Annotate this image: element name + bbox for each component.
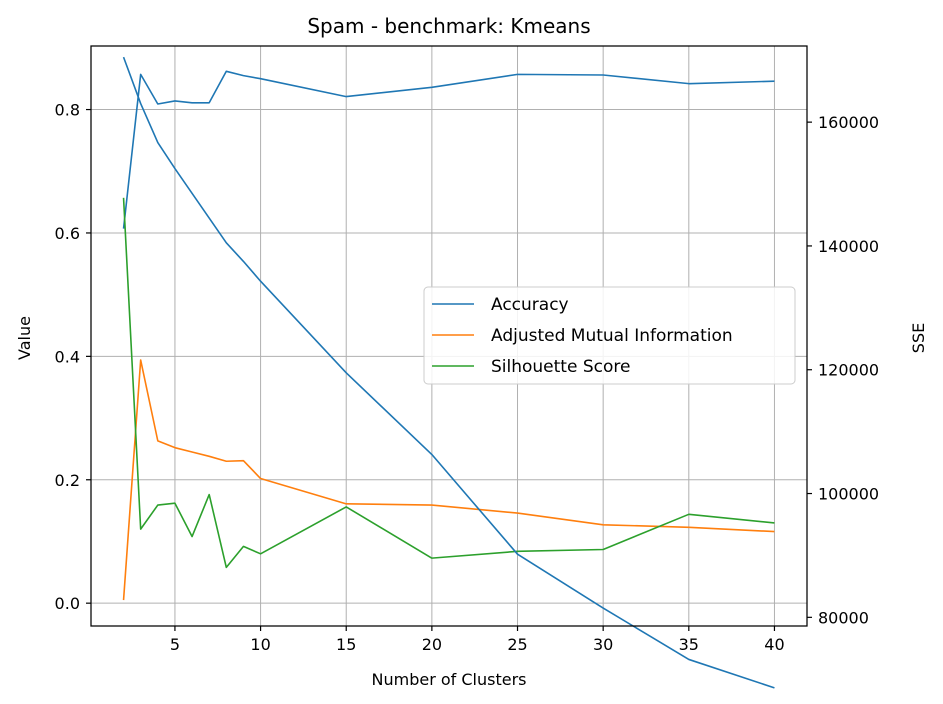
x-tick-label: 40: [764, 635, 784, 654]
series-line-silhouette-score: [122, 197, 775, 569]
y-axis-ticks: 0.0 0.2 0.4 0.6 0.8: [55, 101, 91, 613]
legend-box: [423, 286, 796, 385]
x-tick-label: 30: [593, 635, 613, 654]
chart-title: Spam - benchmark: Kmeans: [307, 14, 590, 38]
y-tick-label: 0.8: [55, 101, 80, 120]
x-tick-label: 20: [422, 635, 442, 654]
x-tick-label: 15: [336, 635, 356, 654]
series-layer: [122, 56, 775, 689]
y2-tick-label: 140000: [818, 237, 879, 256]
x-tick-label: 10: [250, 635, 270, 654]
y2-tick-label: 100000: [818, 485, 879, 504]
x-tick-label: 25: [507, 635, 527, 654]
y2-axis-title: SSE: [909, 323, 928, 353]
x-axis-title: Number of Clusters: [372, 670, 527, 689]
y2-tick-label: 160000: [818, 113, 879, 132]
y2-tick-label: 80000: [818, 608, 869, 627]
legend: Accuracy Adjusted Mutual Information Sil…: [423, 286, 796, 385]
y2-axis-ticks: 80000 100000 120000 140000 160000: [807, 113, 879, 627]
series-line-adjusted-mutual-information: [122, 359, 775, 601]
legend-label-accuracy: Accuracy: [491, 295, 569, 315]
y-tick-label: 0.4: [55, 347, 80, 366]
legend-label-silhouette: Silhouette Score: [491, 357, 630, 377]
y-tick-label: 0.0: [55, 594, 80, 613]
x-tick-label: 5: [170, 635, 180, 654]
x-tick-label: 35: [679, 635, 699, 654]
legend-label-ami: Adjusted Mutual Information: [491, 326, 733, 346]
y-axis-title: Value: [15, 316, 34, 360]
x-axis-ticks: 5 10 15 20 25 30 35 40: [170, 626, 785, 654]
series-line-accuracy: [122, 70, 775, 229]
y-tick-label: 0.6: [55, 224, 80, 243]
y-tick-label: 0.2: [55, 471, 80, 490]
y2-tick-label: 120000: [818, 361, 879, 380]
plot-frame: [90, 45, 808, 627]
series-line-sse: [122, 56, 775, 689]
